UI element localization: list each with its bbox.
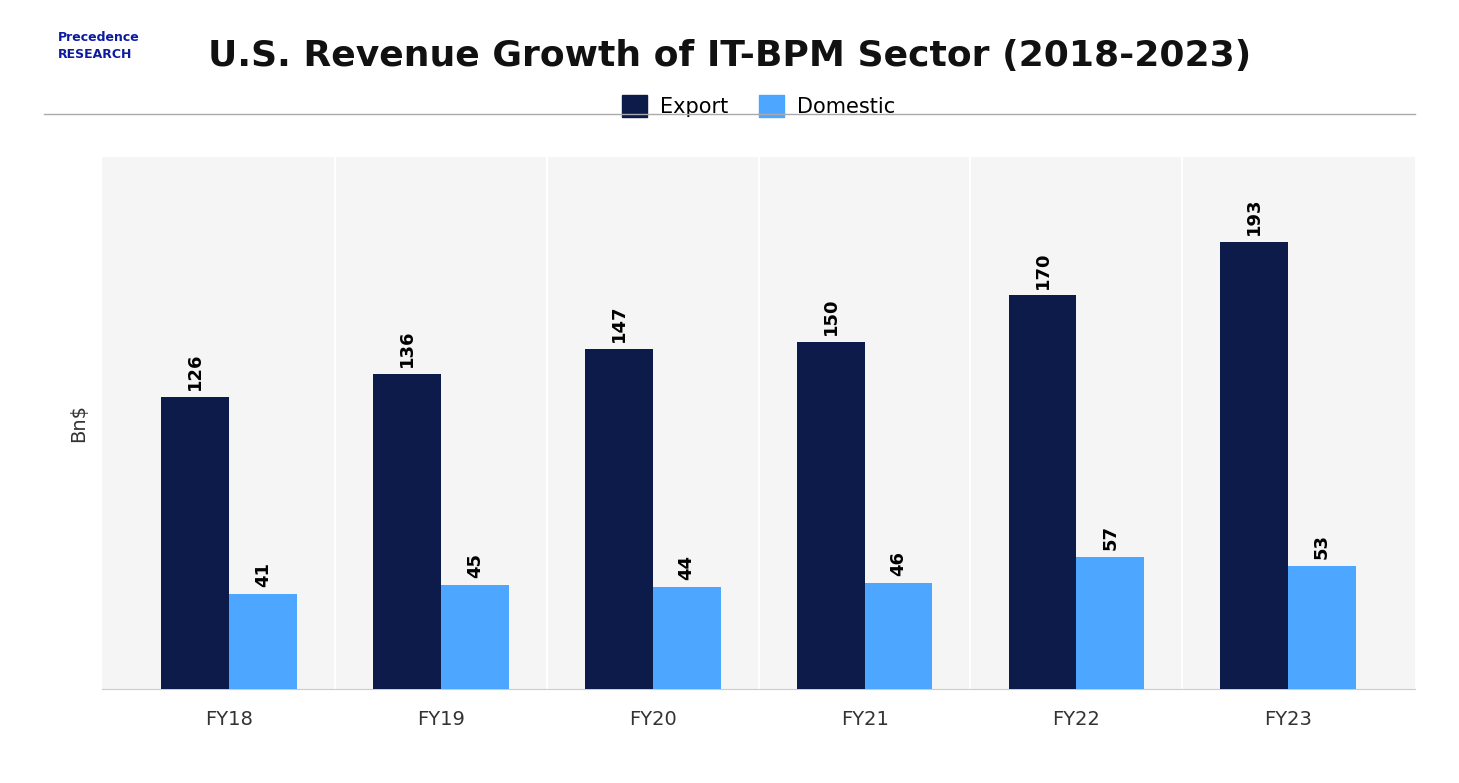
Text: 150: 150 bbox=[821, 298, 840, 335]
Text: 53: 53 bbox=[1313, 535, 1331, 559]
Text: 45: 45 bbox=[465, 553, 484, 578]
Text: Precedence
RESEARCH: Precedence RESEARCH bbox=[58, 31, 140, 61]
Text: 147: 147 bbox=[610, 305, 627, 342]
Text: 41: 41 bbox=[254, 562, 271, 587]
Bar bbox=[441, 585, 509, 689]
Text: 170: 170 bbox=[1033, 251, 1052, 289]
Bar bbox=[162, 397, 229, 689]
Text: 193: 193 bbox=[1246, 198, 1263, 236]
Y-axis label: Bn$: Bn$ bbox=[69, 404, 88, 442]
Text: 46: 46 bbox=[890, 550, 907, 576]
Text: 126: 126 bbox=[187, 353, 204, 391]
Text: 44: 44 bbox=[677, 555, 696, 580]
Bar bbox=[585, 348, 652, 689]
Bar bbox=[1288, 566, 1355, 689]
Bar bbox=[1220, 242, 1288, 689]
Bar bbox=[865, 583, 932, 689]
Text: 136: 136 bbox=[398, 330, 416, 367]
Text: U.S. Revenue Growth of IT-BPM Sector (2018-2023): U.S. Revenue Growth of IT-BPM Sector (20… bbox=[207, 39, 1252, 73]
Bar bbox=[1077, 557, 1144, 689]
Bar bbox=[1008, 295, 1077, 689]
Text: 57: 57 bbox=[1102, 525, 1119, 550]
Bar bbox=[229, 594, 298, 689]
Bar bbox=[374, 374, 441, 689]
Bar bbox=[797, 342, 865, 689]
Legend: Export, Domestic: Export, Domestic bbox=[614, 87, 903, 125]
Bar bbox=[652, 587, 721, 689]
